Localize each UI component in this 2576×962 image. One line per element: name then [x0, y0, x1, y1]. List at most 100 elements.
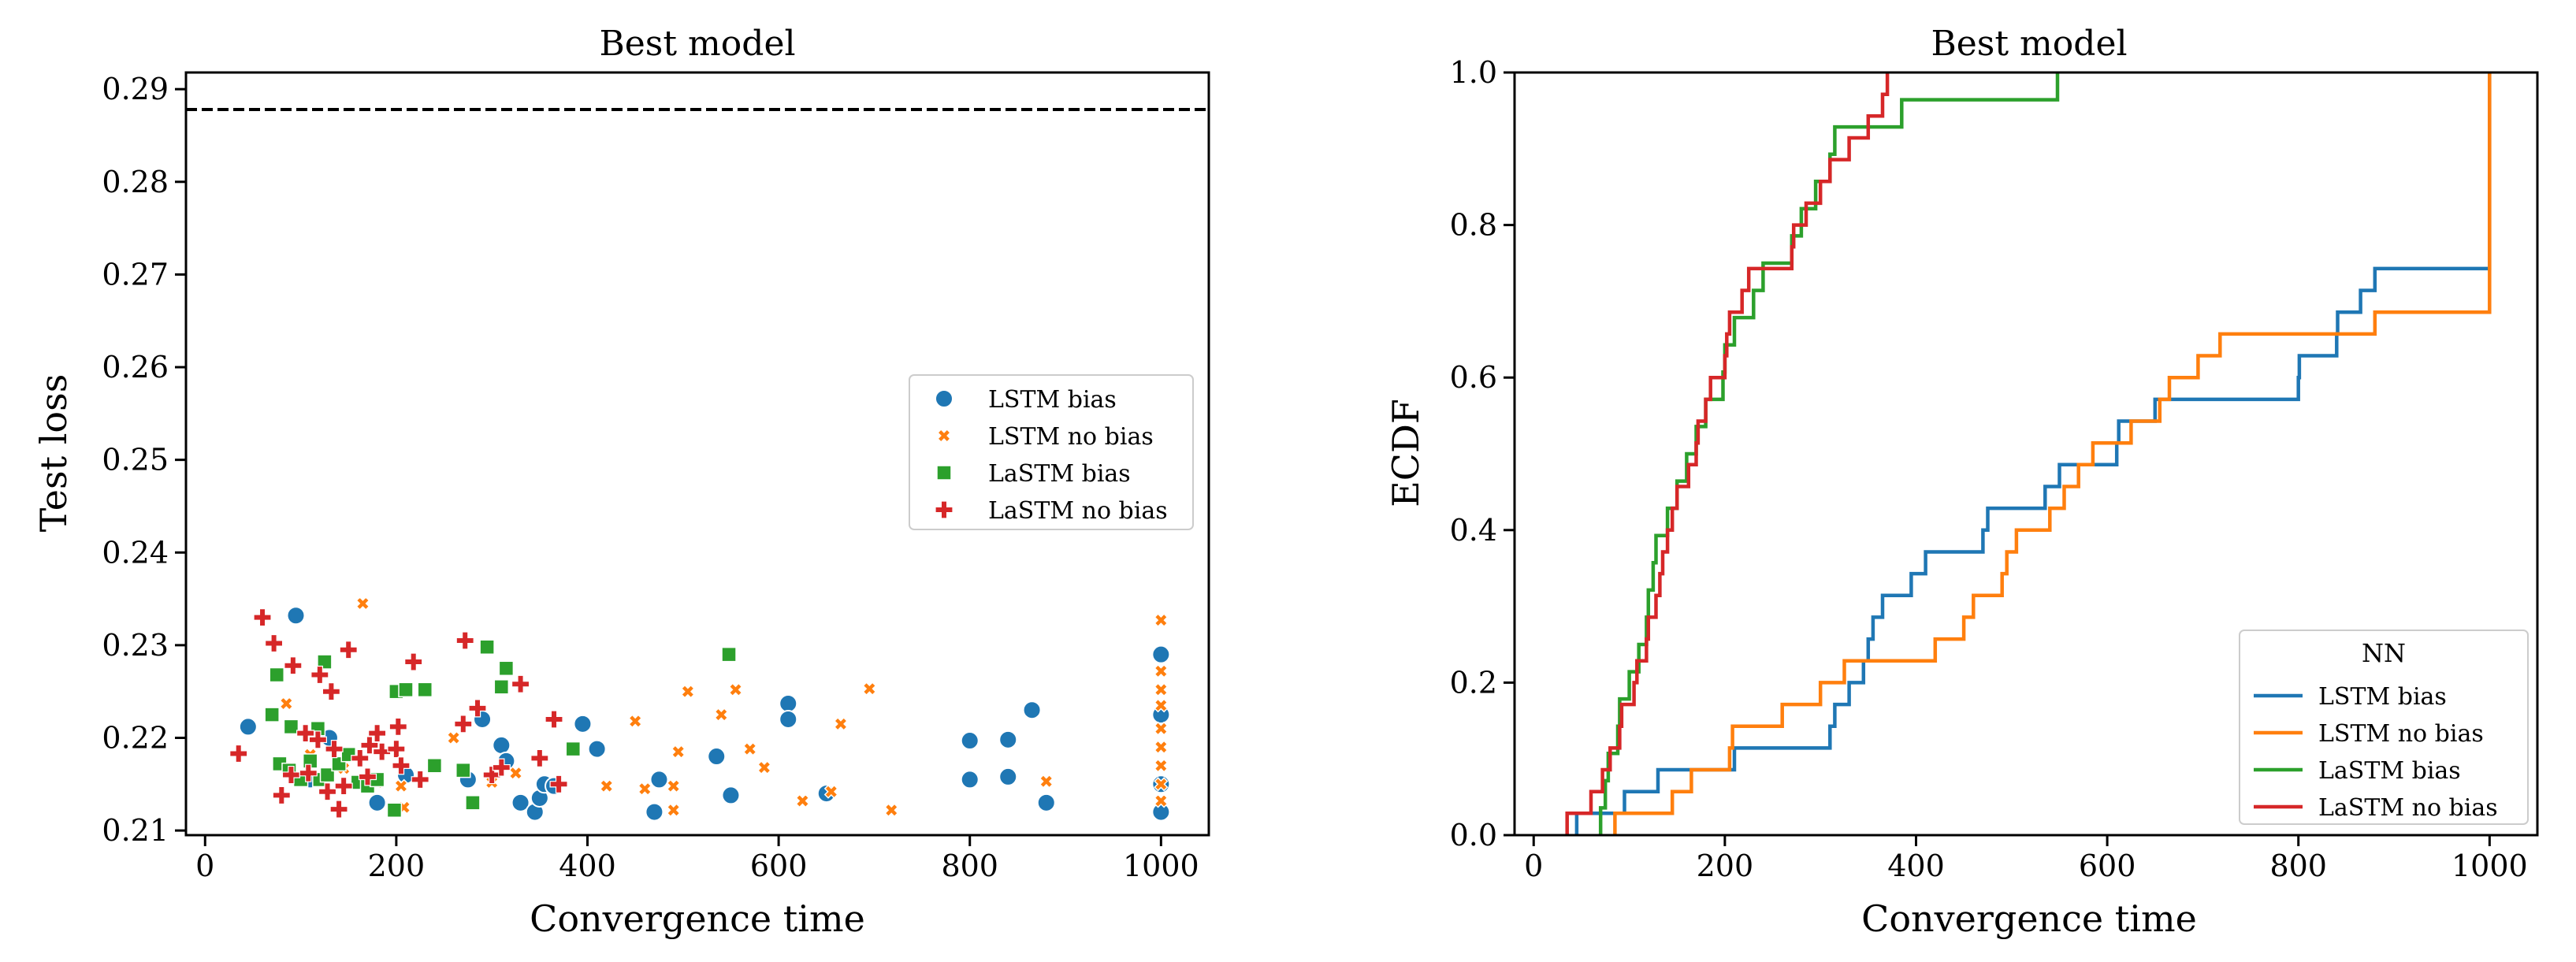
point-lastm-no-bias: [351, 748, 370, 767]
point-lstm-bias: [998, 767, 1018, 786]
point-lastm-no-bias: [530, 748, 549, 767]
point-lstm-no-bias: [666, 778, 681, 793]
point-lastm-no-bias: [284, 656, 303, 675]
ecdf-xtick-label: 1000: [2451, 849, 2528, 883]
point-lstm-bias: [587, 739, 607, 759]
scatter-xtick-label: 200: [368, 849, 426, 883]
ecdf-legend-frame: [2239, 630, 2529, 825]
point-lastm-bias: [479, 639, 495, 655]
point-lastm-no-bias: [265, 633, 284, 653]
point-lastm-no-bias: [329, 800, 348, 819]
scatter-title: Best model: [599, 24, 795, 64]
point-lastm-no-bias: [299, 763, 318, 782]
point-lastm-bias: [455, 762, 471, 778]
ecdf-ytick-label: 0.4: [1450, 513, 1497, 548]
point-lstm-no-bias: [355, 596, 370, 611]
legend-label-lastm-no-bias: LaSTM no bias: [988, 497, 1168, 525]
point-lstm-bias: [960, 731, 979, 751]
legend-label-lastm-bias: LaSTM bias: [988, 460, 1131, 488]
scatter-ticks: 0 200 400 600 800 1000 0.21 0.22 0.23 0.24 0.25 0.2…: [102, 72, 1199, 883]
point-lastm-bias: [565, 741, 582, 757]
point-lstm-no-bias: [1154, 698, 1169, 713]
point-lstm-bias: [960, 770, 979, 789]
ecdf-line-lstm-bias: [1574, 72, 2492, 835]
point-lstm-no-bias: [1154, 721, 1169, 736]
ecdf-xtick-label: 800: [2269, 849, 2327, 883]
ecdf-xtick-label: 0: [1524, 849, 1543, 883]
point-lastm-no-bias: [455, 631, 474, 650]
ecdf-ytick-label: 1.0: [1450, 55, 1497, 90]
point-lastm-no-bias: [549, 774, 568, 793]
point-lstm-bias: [511, 793, 530, 812]
ecdf-xtick-label: 600: [2079, 849, 2136, 883]
legend-marker-lastm-no-bias: [935, 500, 953, 519]
point-lastm-bias: [721, 646, 737, 663]
point-lstm-no-bias: [671, 745, 686, 760]
scatter-xtick-label: 1000: [1123, 849, 1199, 883]
scatter-points: [229, 596, 1171, 822]
point-lastm-no-bias: [368, 724, 387, 743]
point-lstm-bias: [645, 802, 664, 822]
point-lstm-no-bias: [823, 784, 838, 799]
point-lastm-no-bias: [339, 641, 358, 659]
ecdf-line-lstm-no-bias: [1613, 72, 2492, 835]
scatter-xtick-label: 800: [941, 849, 998, 883]
point-lastm-no-bias: [411, 770, 429, 789]
point-lstm-bias: [1151, 644, 1171, 664]
scatter-ytick-label: 0.29: [102, 72, 169, 106]
point-lastm-no-bias: [482, 765, 501, 785]
point-lstm-no-bias: [1154, 740, 1169, 755]
point-lastm-bias: [465, 795, 481, 811]
point-lstm-no-bias: [884, 803, 899, 818]
point-lstm-no-bias: [279, 696, 294, 711]
scatter-ytick-label: 0.27: [102, 257, 169, 292]
point-lstm-no-bias: [795, 793, 810, 808]
point-lstm-no-bias: [628, 714, 643, 729]
ecdf-legend-label-lstm-bias: LSTM bias: [2318, 683, 2447, 711]
ecdf-lines: [1565, 72, 2492, 835]
point-lastm-no-bias: [360, 736, 379, 755]
point-lastm-no-bias: [334, 777, 353, 796]
point-lastm-bias: [264, 707, 280, 722]
legend-label-lstm-bias: LSTM bias: [988, 386, 1117, 414]
point-lstm-no-bias: [508, 766, 523, 781]
ecdf-legend-label-lastm-no-bias: LaSTM no bias: [2318, 794, 2498, 822]
point-lstm-bias: [367, 793, 387, 812]
ecdf-legend-label-lstm-no-bias: LSTM no bias: [2318, 720, 2484, 748]
point-lastm-bias: [426, 758, 443, 774]
point-lstm-bias: [492, 735, 511, 755]
point-lastm-no-bias: [404, 652, 423, 671]
point-lastm-no-bias: [253, 607, 272, 627]
point-lastm-no-bias: [229, 744, 248, 763]
ecdf-line-lastm-no-bias: [1565, 72, 1890, 835]
scatter-ytick-label: 0.21: [102, 813, 169, 848]
point-lastm-no-bias: [281, 765, 301, 785]
scatter-ytick-label: 0.28: [102, 165, 169, 199]
point-lstm-no-bias: [714, 708, 729, 722]
point-lstm-no-bias: [680, 684, 695, 699]
point-lstm-no-bias: [1039, 774, 1054, 789]
point-lastm-no-bias: [310, 665, 329, 685]
point-lstm-no-bias: [728, 682, 743, 697]
legend-marker-lstm-no-bias: [936, 428, 952, 444]
scatter-xtick-label: 0: [195, 849, 214, 883]
point-lstm-bias: [649, 770, 669, 789]
point-lastm-bias: [417, 682, 433, 698]
scatter-xtick-label: 600: [750, 849, 808, 883]
point-lstm-bias: [707, 747, 727, 767]
point-lstm-bias: [573, 714, 593, 734]
scatter-ytick-label: 0.25: [102, 443, 169, 477]
point-lastm-bias: [283, 719, 299, 735]
scatter-ylabel: Test loss: [32, 374, 75, 533]
point-lstm-no-bias: [1154, 758, 1169, 773]
scatter-panel: Best model Convergence time Test loss 0 2…: [32, 24, 1210, 940]
scatter-ytick-label: 0.24: [102, 535, 169, 570]
point-lastm-no-bias: [373, 742, 392, 761]
ecdf-legend-label-lastm-bias: LaSTM bias: [2318, 757, 2461, 785]
point-lastm-no-bias: [318, 782, 337, 801]
point-lastm-bias: [493, 679, 510, 695]
ecdf-line-lastm-bias: [1598, 72, 2060, 835]
scatter-xtick-label: 400: [559, 849, 616, 883]
point-lstm-no-bias: [666, 803, 681, 818]
